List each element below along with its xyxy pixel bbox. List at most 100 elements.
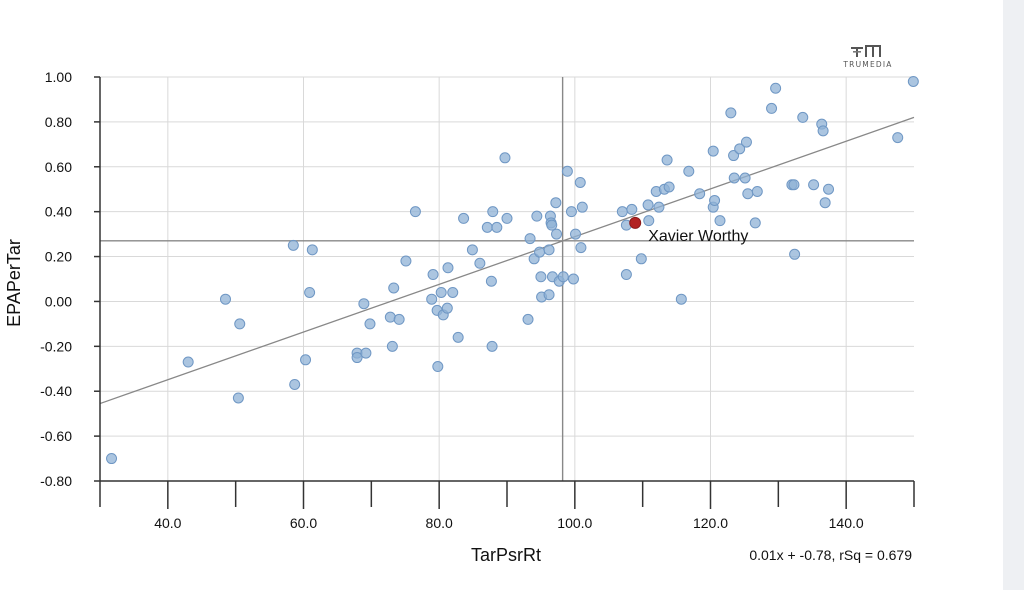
data-point <box>474 257 486 269</box>
data-point <box>501 212 513 224</box>
data-point <box>823 183 835 195</box>
data-point <box>300 354 312 366</box>
data-point <box>770 82 782 94</box>
x-tick-label: 120.0 <box>693 515 728 531</box>
data-point <box>819 197 831 209</box>
data-point <box>797 111 809 123</box>
data-point <box>740 136 752 148</box>
y-tick-label: -0.20 <box>40 338 72 354</box>
data-point <box>728 172 740 184</box>
data-point <box>481 221 493 233</box>
window-edge <box>1003 0 1024 590</box>
y-tick-label: -0.40 <box>40 383 72 399</box>
data-point <box>570 228 582 240</box>
data-point <box>485 275 497 287</box>
data-point <box>458 212 470 224</box>
labels-layer: Xavier Worthy <box>648 228 748 245</box>
data-point <box>663 181 675 193</box>
data-point <box>182 356 194 368</box>
data-point <box>432 361 444 373</box>
data-point <box>734 143 746 155</box>
data-point <box>534 246 546 258</box>
data-point <box>683 165 695 177</box>
data-point <box>499 152 511 164</box>
data-point <box>287 239 299 251</box>
data-point <box>817 125 829 137</box>
data-point <box>360 347 372 359</box>
data-point <box>728 150 740 162</box>
data-point <box>486 340 498 352</box>
data-point <box>565 206 577 218</box>
data-point <box>620 269 632 281</box>
data-point <box>742 188 754 200</box>
data-point <box>551 228 563 240</box>
y-tick-label: 1.00 <box>45 69 72 85</box>
y-tick-label: 0.20 <box>45 249 72 265</box>
data-point <box>661 154 673 166</box>
data-point <box>643 215 655 227</box>
data-point <box>635 253 647 265</box>
data-point <box>466 244 478 256</box>
reference-lines <box>99 77 915 481</box>
data-point <box>567 273 579 285</box>
data-point <box>550 197 562 209</box>
data-point <box>427 269 439 281</box>
data-point <box>351 352 363 364</box>
data-point <box>531 210 543 222</box>
y-tick-label: -0.60 <box>40 428 72 444</box>
trumedia-logo-icon <box>851 45 881 57</box>
grid-layer <box>100 76 914 482</box>
data-point <box>234 318 246 330</box>
data-point <box>546 219 558 231</box>
data-point <box>561 165 573 177</box>
data-point <box>491 221 503 233</box>
data-point <box>714 215 726 227</box>
y-tick-label: 0.40 <box>45 204 72 220</box>
data-point <box>725 107 737 119</box>
data-point <box>524 233 536 245</box>
data-point <box>766 102 778 114</box>
trend-line <box>99 116 915 405</box>
data-point <box>435 286 447 298</box>
data-point <box>426 293 438 305</box>
data-point <box>694 188 706 200</box>
data-point <box>441 302 453 314</box>
data-point <box>452 331 464 343</box>
points-layer <box>106 75 919 465</box>
data-point <box>892 132 904 144</box>
brand-name: TRUMEDIA <box>843 60 893 69</box>
highlight-label: Xavier Worthy <box>648 228 748 245</box>
data-point <box>364 318 376 330</box>
data-point <box>106 453 118 465</box>
y-axis-title: EPAPerTar <box>4 239 24 327</box>
x-tick-label: 40.0 <box>154 515 181 531</box>
data-point <box>543 289 555 301</box>
x-axis-title: TarPsrRt <box>471 545 541 565</box>
data-point <box>642 199 654 211</box>
x-tick-label: 80.0 <box>426 515 453 531</box>
data-point <box>289 378 301 390</box>
data-point <box>304 286 316 298</box>
data-point <box>575 242 587 254</box>
data-point <box>739 172 751 184</box>
data-point <box>487 206 499 218</box>
data-point <box>576 201 588 213</box>
data-point <box>522 313 534 325</box>
data-point <box>574 176 586 188</box>
data-point <box>447 286 459 298</box>
data-point <box>751 185 763 197</box>
data-point <box>616 206 628 218</box>
data-point <box>219 293 231 305</box>
data-point <box>232 392 244 404</box>
data-point <box>808 179 820 191</box>
x-tick-label: 100.0 <box>557 515 592 531</box>
data-point <box>789 248 801 260</box>
data-point <box>707 145 719 157</box>
data-point <box>788 179 800 191</box>
trend-equation: 0.01x + -0.78, rSq = 0.679 <box>749 547 912 563</box>
data-point <box>388 282 400 294</box>
x-tick-label: 60.0 <box>290 515 317 531</box>
data-point <box>557 271 569 283</box>
data-point <box>393 313 405 325</box>
